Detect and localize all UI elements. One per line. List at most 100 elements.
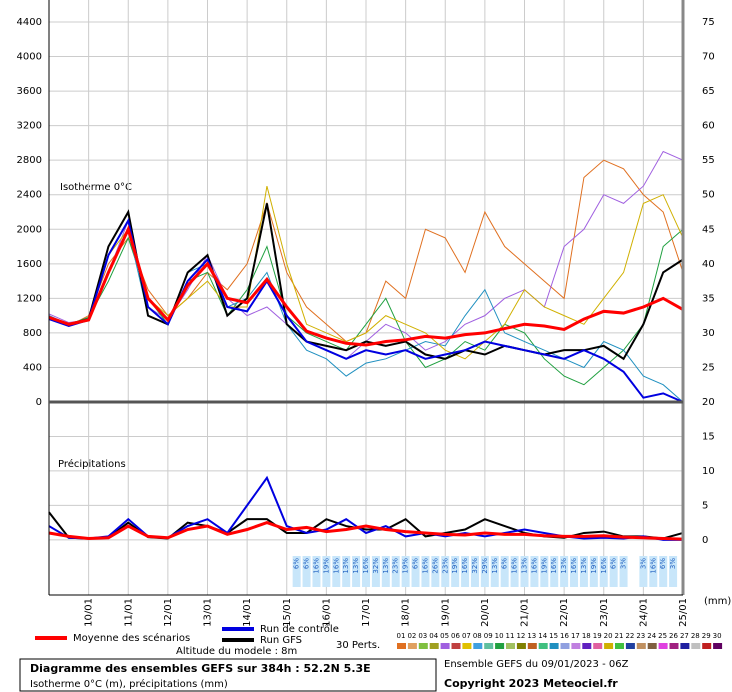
probability-box (441, 556, 450, 587)
probability-label: 13% (342, 558, 350, 574)
y2-tick-label: 50 (702, 190, 715, 201)
panel-label: Isotherme 0°C (60, 182, 132, 193)
pert-swatch (397, 643, 406, 649)
probability-label: 13% (580, 558, 588, 574)
probability-label: 19% (402, 558, 410, 574)
probability-box (490, 556, 499, 587)
legend-label: Run GFS (260, 635, 302, 646)
probability-label: 32% (471, 558, 479, 574)
probability-label: 19% (451, 558, 459, 574)
y2-tick-label: 65 (702, 86, 715, 97)
y2-tick-label: 5 (702, 500, 708, 511)
legend-label: Moyenne des scénarios (73, 632, 190, 644)
y2-tick-label: 20 (702, 397, 715, 408)
x-tick-label: 13/01 (203, 598, 214, 627)
pert-swatch (713, 643, 723, 649)
probability-box (639, 556, 648, 587)
probability-box (292, 556, 301, 587)
pert-swatch (484, 643, 494, 649)
x-tick-label: 11/01 (123, 598, 134, 627)
probability-label: 32% (372, 558, 380, 574)
probability-box (599, 556, 608, 587)
probability-box (332, 556, 341, 587)
x-tick-label: 25/01 (678, 598, 689, 627)
pert-swatch (680, 643, 690, 649)
altitude: Altitude du modele : 8m (176, 646, 297, 657)
pert-swatch (647, 643, 657, 649)
probability-box (570, 556, 579, 587)
probability-label: 16% (362, 558, 370, 574)
probability-box (362, 556, 370, 587)
y2-tick-label: 70 (702, 52, 715, 63)
probability-box (560, 556, 569, 587)
probability-box (352, 556, 361, 587)
pert-swatch (604, 643, 614, 649)
x-tick-label: 22/01 (559, 598, 570, 627)
pert-label: 22 (625, 632, 634, 640)
probability-label: 16% (530, 558, 538, 574)
y2-tick-label: 25 (702, 362, 715, 373)
pert-label: 06 (451, 632, 460, 640)
probability-label: 16% (649, 558, 657, 574)
pert-label: 24 (647, 632, 656, 640)
probability-label: 19% (540, 558, 548, 574)
y2-tick-label: 15 (702, 431, 715, 442)
probability-box (470, 556, 479, 587)
probability-box (619, 556, 628, 587)
probability-box (530, 556, 539, 587)
probability-label: 13% (491, 558, 499, 574)
perts-label: 30 Perts. (336, 640, 380, 651)
probability-label: 16% (332, 558, 340, 574)
x-tick-label: 18/01 (401, 598, 412, 627)
pert-swatch (418, 643, 428, 649)
x-tick-label: 12/01 (163, 598, 174, 627)
x-tick-label: 24/01 (638, 598, 649, 627)
unit-label: (mm) (704, 596, 731, 607)
pert-swatch (571, 643, 581, 649)
probability-box (579, 556, 588, 587)
pert-label: 14 (538, 632, 547, 640)
x-tick-label: 19/01 (440, 598, 451, 627)
probability-label: 13% (352, 558, 360, 574)
footer-run: Ensemble GEFS du 09/01/2023 - 06Z (444, 659, 629, 670)
y2-tick-label: 55 (702, 155, 715, 166)
probability-label: 6% (303, 558, 311, 569)
pert-swatch (691, 643, 701, 649)
footer-copyright: Copyright 2023 Meteociel.fr (444, 677, 618, 690)
pert-label: 23 (636, 632, 645, 640)
probability-box (451, 556, 460, 587)
probability-box (431, 556, 440, 587)
probability-label: 6% (412, 558, 420, 569)
y-tick-label: 4400 (17, 17, 42, 28)
x-tick-label: 23/01 (599, 598, 610, 627)
pert-swatch (495, 643, 505, 649)
y-tick-label: 3200 (17, 121, 42, 132)
probability-label: 23% (392, 558, 400, 574)
pert-swatch (527, 643, 537, 649)
pert-swatch (669, 643, 679, 649)
footer-subtitle: Isotherme 0°C (m), précipitations (mm) (30, 678, 228, 690)
y-tick-label: 3600 (17, 86, 42, 97)
x-tick-label: 20/01 (480, 598, 491, 627)
probability-box (649, 556, 658, 587)
y2-tick-label: 35 (702, 293, 715, 304)
probability-label: 13% (521, 558, 529, 574)
pert-label: 19 (593, 632, 602, 640)
pert-label: 04 (429, 632, 438, 640)
pert-label: 25 (658, 632, 667, 640)
probability-box (540, 556, 549, 587)
probability-box (520, 556, 529, 587)
probability-label: 16% (600, 558, 608, 574)
y2-tick-label: 75 (702, 17, 715, 28)
pert-label: 03 (418, 632, 427, 640)
probability-box (322, 556, 331, 587)
pert-swatch (462, 643, 472, 649)
pert-label: 26 (669, 632, 678, 640)
pert-swatch (636, 643, 646, 649)
y2-tick-label: 60 (702, 121, 715, 132)
y2-tick-label: 45 (702, 224, 715, 235)
probability-box (411, 556, 420, 587)
pert-label: 11 (506, 632, 515, 640)
y-tick-label: 1200 (17, 293, 42, 304)
pert-label: 09 (484, 632, 493, 640)
